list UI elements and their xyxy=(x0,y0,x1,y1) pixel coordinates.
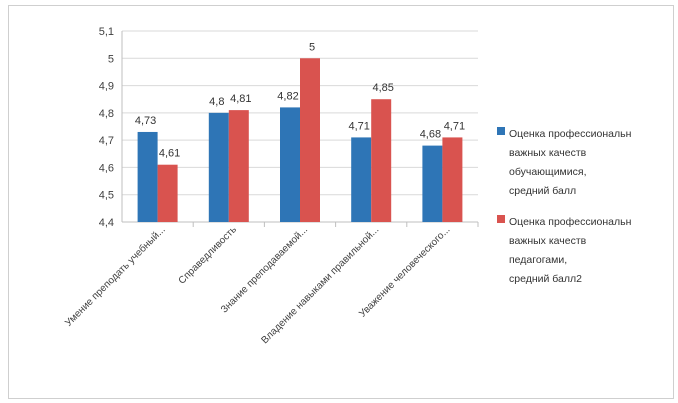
x-tick-label: Справедливость xyxy=(177,224,239,286)
y-tick-label: 4,8 xyxy=(99,108,114,120)
data-label: 4,82 xyxy=(277,90,298,102)
legend-item-students: Оценка профессиональн важных качеств обу… xyxy=(497,124,675,200)
bar xyxy=(422,145,443,222)
bar xyxy=(157,164,178,222)
data-label: 4,71 xyxy=(348,120,369,132)
legend-swatch-teachers xyxy=(497,215,505,223)
data-label: 4,68 xyxy=(420,129,441,141)
x-tick-label: Умение преподать учебный... xyxy=(62,224,167,329)
bar xyxy=(371,99,392,222)
bar xyxy=(280,107,300,222)
y-tick-label: 4,9 xyxy=(99,81,114,93)
legend-swatch-students xyxy=(497,127,505,135)
legend-label-students: Оценка профессиональн важных качеств обу… xyxy=(509,128,632,197)
data-label: 4,61 xyxy=(159,148,180,160)
data-label: 5 xyxy=(309,41,315,53)
data-label: 4,71 xyxy=(444,120,465,132)
bar xyxy=(208,112,229,222)
legend-label-teachers: Оценка профессиональн важных качеств пед… xyxy=(509,216,632,285)
y-tick-label: 4,5 xyxy=(99,190,114,202)
y-tick-label: 5,1 xyxy=(99,26,114,38)
data-label: 4,85 xyxy=(372,82,393,94)
bar xyxy=(300,58,320,223)
legend-item-teachers: Оценка профессиональн важных качеств пед… xyxy=(497,212,675,288)
y-tick-label: 4,4 xyxy=(99,217,114,229)
data-label: 4,73 xyxy=(135,115,156,127)
bar xyxy=(137,131,158,222)
bar xyxy=(351,137,372,222)
chart-frame xyxy=(8,5,674,399)
legend: Оценка профессиональн важных качеств обу… xyxy=(497,124,675,300)
data-label: 4,8 xyxy=(209,96,224,108)
bar xyxy=(442,137,463,222)
y-tick-label: 4,7 xyxy=(99,135,114,147)
bar xyxy=(228,110,249,222)
y-tick-label: 5 xyxy=(108,53,114,65)
data-label: 4,81 xyxy=(230,93,251,105)
x-tick-label: Владение навыками правильной... xyxy=(259,224,381,346)
y-tick-label: 4,6 xyxy=(99,162,114,174)
